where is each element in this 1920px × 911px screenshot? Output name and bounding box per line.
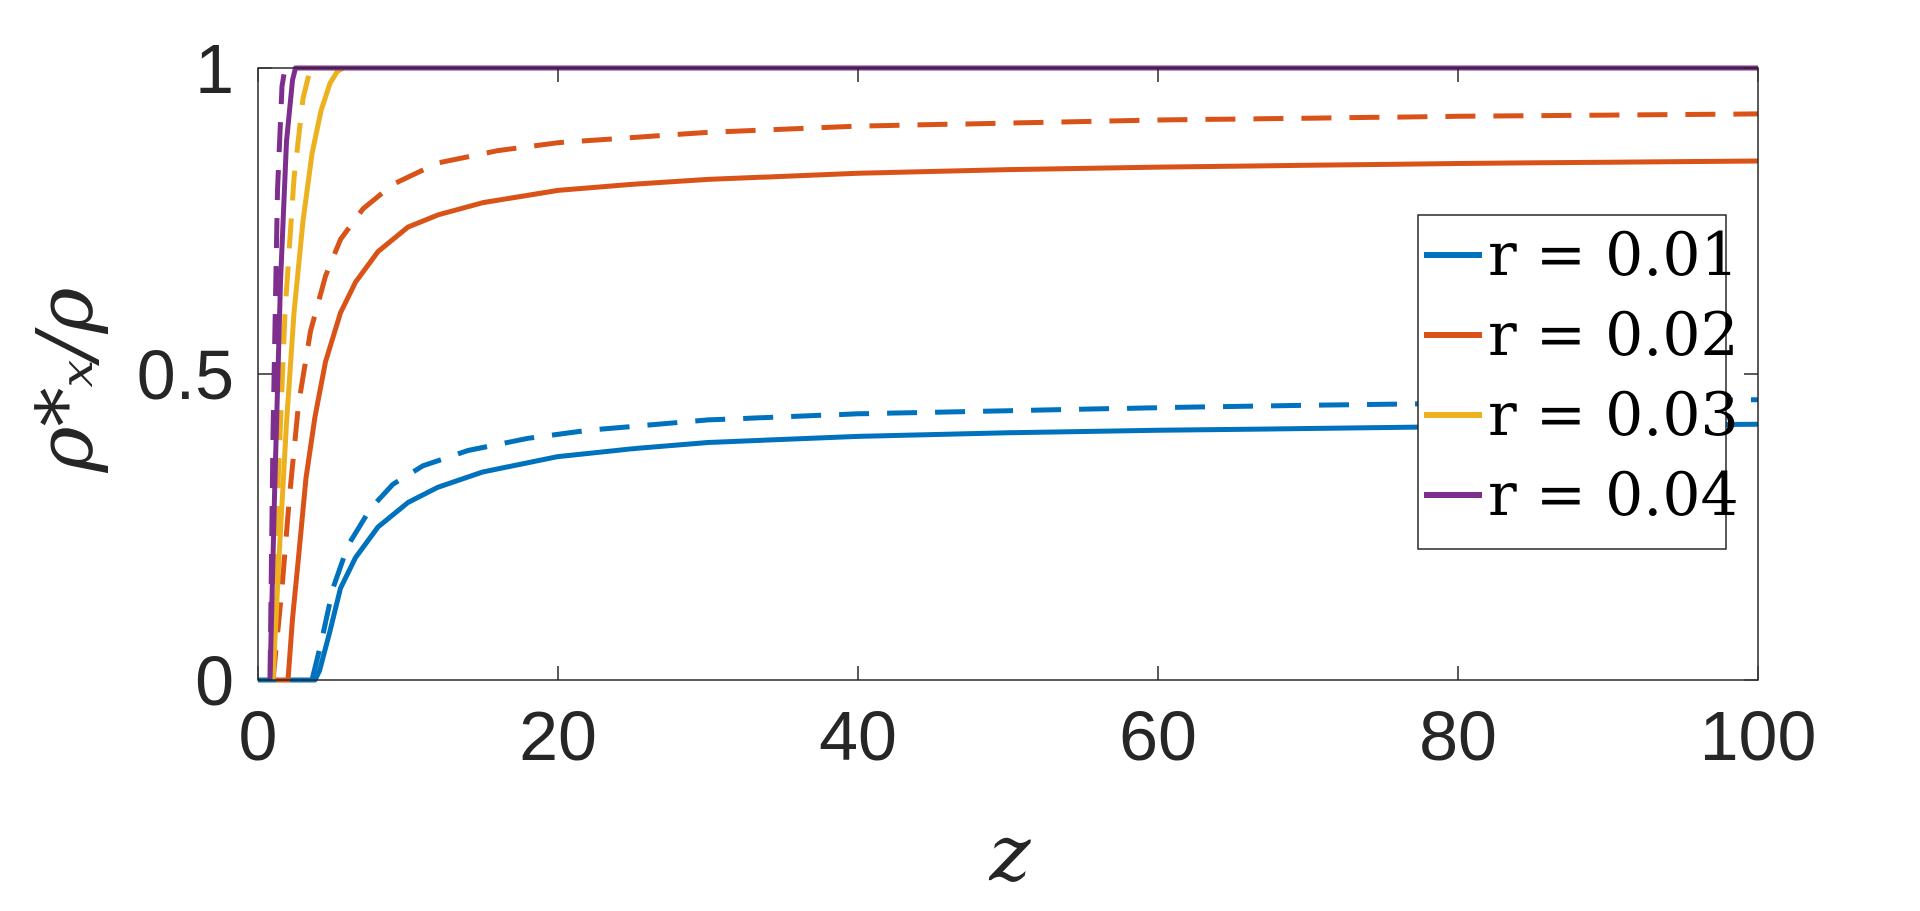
series-layer [258, 65, 1759, 683]
series-line-1-solid [258, 421, 1759, 683]
axes [257, 67, 1759, 681]
series-line-6-dashed [269, 65, 1758, 681]
x-tick-label: 20 [519, 697, 597, 775]
x-tick-label: 60 [1119, 697, 1197, 775]
legend-entry-label: r = 0.02 [1488, 300, 1739, 370]
series-line-3-solid [276, 158, 1759, 683]
x-tick-label: 0 [239, 697, 278, 775]
y-tick-label: 0 [195, 642, 234, 720]
legend-entry-label: r = 0.03 [1488, 380, 1739, 450]
legend-entry-label: r = 0.01 [1488, 220, 1739, 290]
x-axis-label: z [988, 809, 1031, 899]
legend-entry-label: r = 0.04 [1488, 460, 1739, 530]
y-tick-label: 0.5 [137, 336, 234, 414]
legend: r = 0.01 r = 0.02 r = 0.03 r = 0.04 [1417, 214, 1739, 550]
y-tick-label: 1 [195, 30, 234, 108]
series-line-8-dashed [267, 65, 1758, 681]
x-tick-label: 40 [819, 697, 897, 775]
tick-labels: 0 20 40 60 80 100 0 0.5 1 [137, 30, 1817, 775]
y-axis-label: ρ*ₓ/ρ [21, 288, 111, 474]
x-tick-label: 80 [1419, 697, 1497, 775]
x-tick-label: 100 [1700, 697, 1817, 775]
series-line-4-dashed [270, 111, 1759, 681]
series-line-2-dashed [309, 397, 1759, 681]
